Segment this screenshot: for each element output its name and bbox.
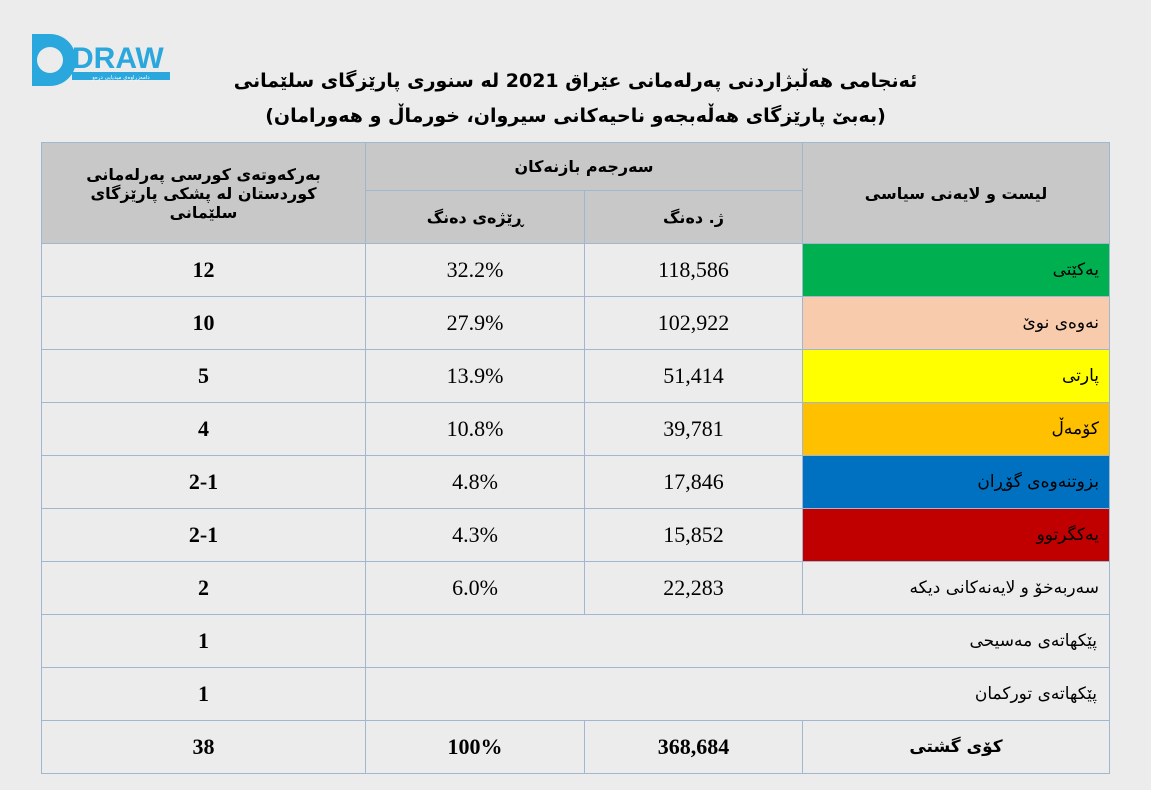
seats-cell: 10 — [41, 296, 366, 350]
table-row: 5 13.9% 51,414 پارتی — [41, 349, 1110, 403]
page-title: ئەنجامی هەڵبژاردنی پەرلەمانی عێراق 2021 … — [233, 70, 918, 92]
header-list: لیست و لایەنی سیاسی — [802, 142, 1110, 244]
vote-count-cell: 17,846 — [584, 455, 803, 509]
seats-cell: 2-1 — [41, 508, 366, 562]
vote-count-cell: 102,922 — [584, 296, 803, 350]
table-row: 12 32.2% 118,586 یەکێتی — [41, 243, 1110, 297]
vote-pct-cell: 4.8% — [365, 455, 585, 509]
seats-cell: 12 — [41, 243, 366, 297]
total-votes-cell: 368,684 — [584, 720, 803, 774]
total-seats-cell: 38 — [41, 720, 366, 774]
header-vote-count: ژ. دەنگ — [584, 190, 803, 244]
page-subtitle: (بەبێ پارێزگای هەڵەبجەو ناحیەکانی سیروان… — [265, 105, 886, 127]
party-name-cell: یەکگرتوو — [802, 508, 1110, 562]
logo-wordmark: DRAW — [72, 42, 164, 75]
table-row: 4 10.8% 39,781 کۆمەڵ — [41, 402, 1110, 456]
table-row: 1 پێکهاتەی مەسیحی — [41, 614, 1110, 668]
party-name-cell: سەربەخۆ و لایەنەکانی دیکە — [802, 561, 1110, 615]
total-row: 38 100% 368,684 کۆی گشتی — [41, 720, 1110, 774]
draw-logo-graphic: DRAW دامەزراوەی میدیایی درەو — [32, 34, 170, 86]
table-row: 2 6.0% 22,283 سەربەخۆ و لایەنەکانی دیکە — [41, 561, 1110, 615]
vote-count-cell: 22,283 — [584, 561, 803, 615]
vote-pct-cell: 6.0% — [365, 561, 585, 615]
table-row: 2-1 4.8% 17,846 بزوتنەوەی گۆڕان — [41, 455, 1110, 509]
logo-d-hole — [37, 47, 63, 73]
total-label-cell: کۆی گشتی — [802, 720, 1110, 774]
seats-cell: 2 — [41, 561, 366, 615]
vote-pct-cell: 4.3% — [365, 508, 585, 562]
seats-cell: 1 — [41, 614, 366, 668]
table-row: 10 27.9% 102,922 نەوەی نوێ — [41, 296, 1110, 350]
header-row: بەرکەوتەی کورسی پەرلەمانی کوردستان لە پش… — [41, 142, 1110, 244]
header-vote-pct: ڕێژەی دەنگ — [365, 190, 585, 244]
party-name-cell: یەکێتی — [802, 243, 1110, 297]
total-pct-cell: 100% — [365, 720, 585, 774]
vote-count-cell: 51,414 — [584, 349, 803, 403]
seats-cell: 5 — [41, 349, 366, 403]
header-seats: بەرکەوتەی کورسی پەرلەمانی کوردستان لە پش… — [41, 142, 366, 244]
vote-count-cell: 118,586 — [584, 243, 803, 297]
logo-tagline: دامەزراوەی میدیایی درەو — [91, 75, 150, 81]
quota-name-cell: پێکهاتەی مەسیحی — [365, 614, 1110, 668]
seats-cell: 1 — [41, 667, 366, 721]
vote-pct-cell: 27.9% — [365, 296, 585, 350]
header-all-districts: سەرجەم بازنەکان — [365, 142, 803, 191]
party-name-cell: بزوتنەوەی گۆڕان — [802, 455, 1110, 509]
table-row: 1 پێکهاتەی تورکمان — [41, 667, 1110, 721]
seats-cell: 4 — [41, 402, 366, 456]
results-table: بەرکەوتەی کورسی پەرلەمانی کوردستان لە پش… — [41, 142, 1110, 774]
vote-count-cell: 15,852 — [584, 508, 803, 562]
vote-count-cell: 39,781 — [584, 402, 803, 456]
logo-tagline-bar — [72, 72, 170, 80]
vote-pct-cell: 10.8% — [365, 402, 585, 456]
party-name-cell: نەوەی نوێ — [802, 296, 1110, 350]
table-row: 2-1 4.3% 15,852 یەکگرتوو — [41, 508, 1110, 562]
vote-pct-cell: 13.9% — [365, 349, 585, 403]
quota-name-cell: پێکهاتەی تورکمان — [365, 667, 1110, 721]
party-name-cell: کۆمەڵ — [802, 402, 1110, 456]
header-subrow: ڕێژەی دەنگ ژ. دەنگ — [42, 190, 1110, 244]
vote-pct-cell: 32.2% — [365, 243, 585, 297]
seats-cell: 2-1 — [41, 455, 366, 509]
draw-logo: DRAW دامەزراوەی میدیایی درەو — [28, 30, 173, 90]
party-name-cell: پارتی — [802, 349, 1110, 403]
